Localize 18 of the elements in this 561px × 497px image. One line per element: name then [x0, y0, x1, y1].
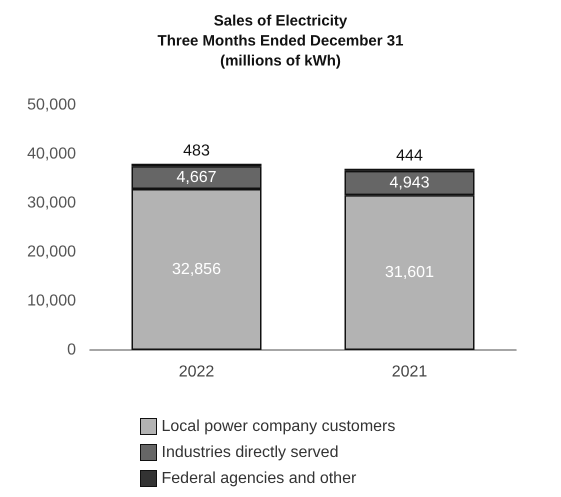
chart-title: Sales of Electricity Three Months Ended December 31 (millions of kWh)	[158, 12, 404, 70]
data-label: 32,856	[172, 261, 222, 278]
x-tick-label: 2022	[178, 364, 214, 380]
data-label: 483	[183, 142, 210, 160]
legend-label: Local power company customers	[162, 418, 396, 435]
x-tick-label: 2021	[392, 364, 428, 380]
legend-label: Federal agencies and other	[162, 470, 357, 487]
y-tick-label: 50,000	[27, 96, 76, 114]
y-tick-label: 10,000	[27, 292, 76, 310]
y-tick-label: 40,000	[27, 146, 76, 162]
legend-label: Industries directly served	[162, 444, 338, 461]
y-tick-label: 30,000	[27, 194, 76, 212]
data-label: 31,601	[385, 264, 434, 282]
data-label: 444	[396, 147, 423, 164]
y-tick-label: 0	[67, 342, 76, 358]
data-label: 4,667	[176, 169, 217, 186]
data-label: 4,943	[389, 174, 430, 192]
y-tick-label: 20,000	[27, 244, 76, 260]
